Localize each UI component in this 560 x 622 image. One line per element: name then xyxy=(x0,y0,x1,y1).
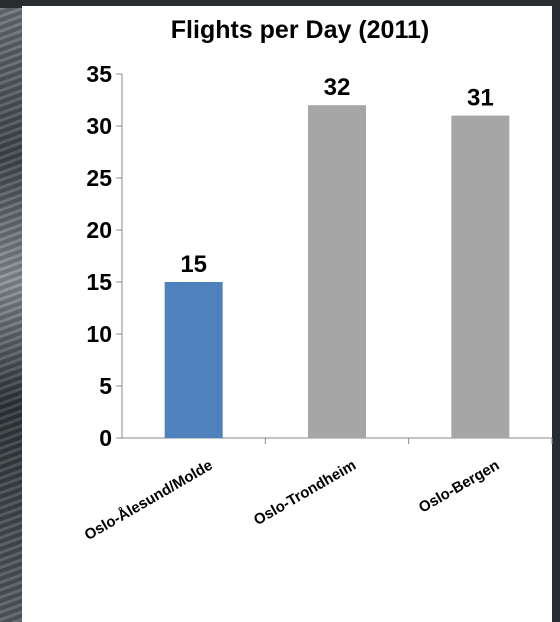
labels-group: 15 Oslo-Ålesund/Molde 32 Oslo-Trondheim 31 Os… xyxy=(82,74,503,544)
y-tick-label: 35 xyxy=(86,61,112,87)
y-tick-label: 25 xyxy=(86,165,112,191)
y-tick-label: 5 xyxy=(99,373,112,399)
y-tick-label: 30 xyxy=(86,113,112,139)
y-tick-label: 0 xyxy=(99,425,112,451)
data-label: 15 xyxy=(180,251,207,278)
frame-top xyxy=(0,0,560,8)
bar xyxy=(308,105,366,438)
category-label: Oslo-Trondheim xyxy=(251,457,359,529)
y-tick-label: 20 xyxy=(86,217,112,243)
background-photo-strip xyxy=(0,0,24,622)
y-tick-label: 15 xyxy=(86,269,112,295)
category-label: Oslo-Ålesund/Molde xyxy=(82,457,216,544)
y-tick-label: 10 xyxy=(86,321,112,347)
bar xyxy=(451,115,510,438)
category-label: Oslo-Bergen xyxy=(416,457,502,517)
frame-right xyxy=(552,0,560,622)
data-label: 32 xyxy=(324,74,351,101)
bar xyxy=(164,282,223,438)
bars-group xyxy=(164,105,510,438)
data-label: 31 xyxy=(467,85,494,112)
chart-title: Flights per Day (2011) xyxy=(170,16,430,44)
